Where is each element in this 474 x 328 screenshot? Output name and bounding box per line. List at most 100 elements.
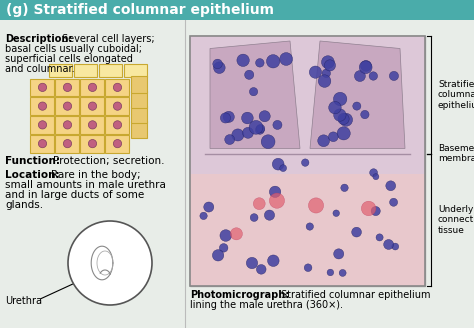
Circle shape [392,243,399,250]
Text: Protection; secretion.: Protection; secretion. [53,156,164,166]
FancyBboxPatch shape [190,36,425,286]
Circle shape [334,249,344,259]
Circle shape [318,135,329,147]
Circle shape [212,250,224,261]
Text: Urethra: Urethra [5,296,42,306]
FancyBboxPatch shape [81,116,104,134]
Circle shape [304,264,312,272]
Circle shape [272,158,284,170]
Text: Rare in the body;: Rare in the body; [51,170,141,180]
Circle shape [310,66,321,78]
Circle shape [328,101,341,114]
Circle shape [220,113,230,123]
Circle shape [267,255,279,267]
Circle shape [64,83,72,92]
Circle shape [259,111,270,122]
Text: Function:: Function: [5,156,60,166]
Circle shape [64,121,72,129]
FancyBboxPatch shape [55,97,80,115]
FancyBboxPatch shape [81,97,104,115]
FancyBboxPatch shape [55,116,80,134]
Circle shape [242,112,253,124]
Circle shape [64,102,72,110]
Text: Description:: Description: [5,34,73,44]
Circle shape [383,239,393,250]
Circle shape [256,264,266,274]
FancyBboxPatch shape [55,135,80,153]
Circle shape [361,201,376,216]
FancyBboxPatch shape [124,64,147,77]
FancyBboxPatch shape [99,64,122,77]
Circle shape [230,228,243,240]
Circle shape [338,113,349,125]
Text: and in large ducts of some: and in large ducts of some [5,190,144,200]
Circle shape [68,221,152,305]
Circle shape [249,88,258,96]
FancyBboxPatch shape [81,78,104,96]
Circle shape [88,121,97,129]
Circle shape [327,269,334,276]
Circle shape [352,227,362,237]
Circle shape [232,129,244,141]
FancyBboxPatch shape [0,20,185,328]
Circle shape [255,125,264,134]
Circle shape [250,214,258,221]
Text: glands.: glands. [5,200,43,210]
Circle shape [269,193,284,208]
Circle shape [321,56,334,69]
Circle shape [324,60,336,71]
Text: basal cells usually cuboidal;: basal cells usually cuboidal; [5,44,142,54]
FancyBboxPatch shape [106,116,129,134]
Circle shape [361,60,372,71]
FancyBboxPatch shape [30,97,55,115]
Circle shape [328,132,338,142]
Circle shape [355,71,365,82]
Text: superficial cells elongated: superficial cells elongated [5,54,133,64]
FancyBboxPatch shape [106,135,129,153]
FancyBboxPatch shape [30,116,55,134]
Circle shape [273,120,282,130]
Circle shape [113,102,122,110]
Circle shape [220,230,232,241]
Circle shape [386,181,396,191]
Circle shape [200,212,207,219]
FancyBboxPatch shape [0,0,474,20]
Circle shape [370,169,378,177]
Circle shape [213,59,222,69]
FancyBboxPatch shape [81,135,104,153]
Text: Stratified
columnar
epithelium: Stratified columnar epithelium [438,80,474,110]
FancyBboxPatch shape [106,97,129,115]
Text: Underlying
connective
tissue: Underlying connective tissue [438,205,474,235]
Circle shape [264,210,274,220]
Circle shape [369,72,378,80]
Circle shape [390,198,398,206]
Circle shape [88,139,97,148]
Text: lining the male urethra (360×).: lining the male urethra (360×). [190,300,343,310]
Circle shape [280,52,292,65]
FancyBboxPatch shape [30,78,55,96]
Circle shape [113,121,122,129]
Circle shape [38,102,46,110]
Circle shape [339,113,353,126]
Text: Location:: Location: [5,170,60,180]
Circle shape [359,61,372,74]
FancyBboxPatch shape [49,64,72,77]
Text: Several cell layers;: Several cell layers; [62,34,155,44]
FancyBboxPatch shape [190,36,425,174]
Circle shape [256,124,265,133]
FancyBboxPatch shape [106,78,129,96]
Text: (g) Stratified columnar epithelium: (g) Stratified columnar epithelium [6,3,274,17]
Circle shape [371,206,380,215]
Text: and columnar.: and columnar. [5,64,74,74]
Circle shape [223,111,234,122]
Circle shape [353,102,361,110]
Circle shape [113,83,122,92]
Circle shape [249,120,263,134]
Circle shape [334,109,346,121]
Circle shape [361,110,369,119]
Circle shape [38,139,46,148]
Polygon shape [210,41,300,149]
Circle shape [333,92,347,106]
Circle shape [64,139,72,148]
Circle shape [389,71,399,81]
